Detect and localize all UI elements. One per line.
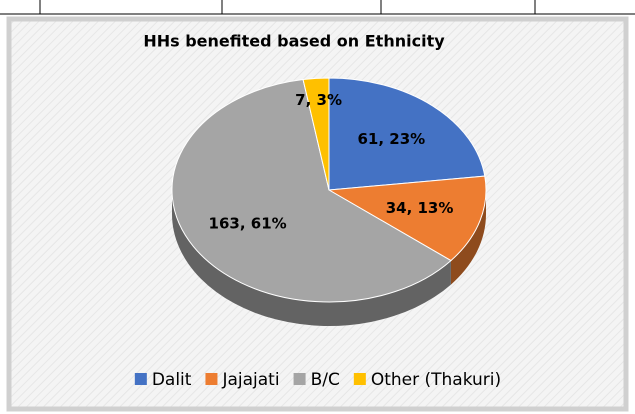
data-label: 34, 13% [386, 199, 454, 217]
legend-swatch [353, 373, 366, 385]
legend-swatch [293, 373, 306, 385]
data-label: 163, 61% [209, 214, 287, 232]
slice [171, 78, 452, 303]
legend-label: Jajajati [221, 370, 279, 390]
chart-title: HHs benefited based on Ethnicity [143, 32, 445, 51]
pie: 61, 23% 34, 13% 163, 61% 7, 3% [171, 77, 487, 326]
legend-swatch [134, 373, 147, 385]
data-label: 61, 23% [357, 130, 425, 148]
table-lines [0, 0, 635, 15]
legend: Dalit Jajajati B/C Other (Thakuri) [134, 370, 501, 390]
legend-swatch [205, 373, 218, 385]
slice [302, 77, 330, 191]
data-label: 7, 3% [295, 91, 342, 109]
slice [328, 77, 486, 191]
legend-label: B/C [311, 370, 340, 390]
slice [327, 175, 487, 262]
slice-side [450, 190, 486, 285]
legend-label: Dalit [152, 370, 192, 390]
legend-label: Other (Thakuri) [371, 370, 501, 390]
slice-side [172, 190, 451, 326]
